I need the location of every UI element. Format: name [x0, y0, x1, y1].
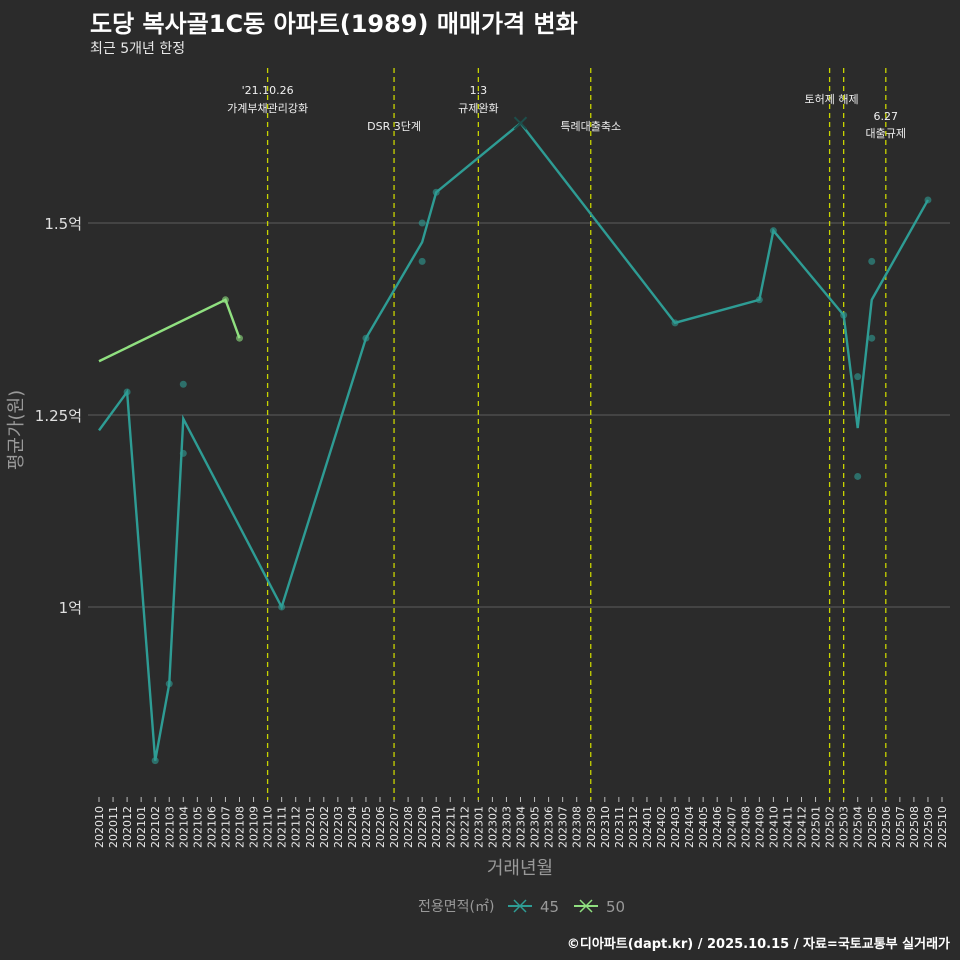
x-tick-label: 202211	[444, 806, 457, 848]
x-tick-label: 202507	[894, 806, 907, 848]
data-point-45	[868, 257, 876, 265]
x-tick-label: 202209	[416, 806, 429, 848]
max-marker-icon	[513, 116, 528, 130]
event-label: 규제완화	[458, 102, 498, 115]
x-tick-label: 202410	[767, 806, 780, 848]
x-tick-label: 202210	[430, 806, 443, 848]
x-tick-label: 202306	[543, 806, 556, 848]
x-tick-label: 202203	[332, 806, 345, 848]
y-axis-title: 평균가(원)	[6, 390, 27, 470]
y-tick-label: 1억	[59, 599, 82, 617]
x-tick-label: 202205	[360, 806, 373, 848]
x-tick-label: 202412	[796, 806, 809, 848]
x-tick-label: 202411	[781, 806, 794, 848]
x-tick-label: 202505	[866, 806, 879, 848]
x-tick-label: 202212	[458, 806, 471, 848]
event-label: 가계부채관리강화	[227, 102, 308, 115]
x-tick-label: 202508	[908, 806, 921, 848]
series-line-45	[98, 121, 929, 761]
x-tick-label: 202301	[472, 806, 485, 848]
event-label: '21.10.26	[242, 84, 294, 97]
series-line-50	[98, 298, 241, 363]
x-tick-label: 202307	[557, 806, 570, 848]
x-tick-label: 202303	[500, 806, 513, 848]
event-label: 대출규제	[866, 127, 906, 140]
x-tick-label: 202105	[191, 806, 204, 848]
x-tick-label: 202501	[810, 806, 823, 848]
x-tick-label: 202404	[683, 806, 696, 848]
x-tick-label: 202305	[529, 806, 542, 848]
data-point-45	[854, 472, 862, 480]
x-tick-label: 202206	[374, 806, 387, 848]
y-tick-label: 1.25억	[35, 407, 82, 425]
legend-cross-icon	[513, 899, 527, 913]
x-tick-label: 202010	[93, 806, 106, 848]
x-tick-label: 202104	[177, 806, 190, 848]
data-point-45	[418, 257, 426, 265]
x-tick-label: 202108	[234, 806, 247, 848]
x-tick-label: 202101	[135, 806, 148, 848]
event-label: DSR 3단계	[367, 120, 421, 133]
x-tick-label: 202308	[571, 806, 584, 848]
x-tick-label: 202103	[163, 806, 176, 848]
legend-label: 45	[540, 898, 559, 916]
x-tick-label: 202311	[613, 806, 626, 848]
x-tick-label: 202112	[290, 806, 303, 848]
x-tick-label: 202405	[697, 806, 710, 848]
x-axis-title: 거래년월	[487, 858, 553, 879]
x-tick-label: 202102	[149, 806, 162, 848]
x-tick-label: 202401	[641, 806, 654, 848]
x-tick-label: 202502	[824, 806, 837, 848]
x-tick-label: 202302	[486, 806, 499, 848]
x-tick-label: 202107	[219, 806, 232, 848]
data-point-45	[418, 219, 426, 227]
event-label: 1.3	[470, 84, 488, 97]
data-point-45	[854, 373, 862, 381]
x-tick-label: 202111	[276, 806, 289, 848]
legend-label: 50	[606, 898, 625, 916]
chart-subtitle: 최근 5개년 한정	[90, 41, 186, 57]
x-tick-label: 202509	[922, 806, 935, 848]
legend-cross-icon	[579, 899, 593, 913]
x-tick-label: 202408	[739, 806, 752, 848]
x-tick-label: 202310	[599, 806, 612, 848]
x-tick-label: 202011	[107, 806, 120, 848]
x-tick-label: 202406	[711, 806, 724, 848]
event-label: 6.27	[874, 110, 899, 123]
legend-title: 전용면적(㎡)	[418, 899, 494, 915]
data-point-45	[868, 334, 876, 342]
x-tick-label: 202202	[318, 806, 331, 848]
x-tick-label: 202110	[262, 806, 275, 848]
x-tick-label: 202201	[304, 806, 317, 848]
x-tick-label: 202208	[402, 806, 415, 848]
source-caption: ©디아파트(dapt.kr) / 2025.10.15 / 자료=국토교통부 실…	[566, 937, 950, 952]
chart-title: 도당 복사골1C동 아파트(1989) 매매가격 변화	[90, 10, 578, 38]
x-tick-label: 202503	[838, 806, 851, 848]
event-label: 특례대출축소	[560, 120, 621, 133]
data-point-45	[179, 380, 187, 388]
event-label: 토허제 해제	[805, 92, 859, 106]
x-tick-label: 202403	[669, 806, 682, 848]
x-tick-label: 202309	[585, 806, 598, 848]
x-tick-label: 202407	[725, 806, 738, 848]
y-tick-label: 1.5억	[44, 215, 82, 233]
x-tick-label: 202409	[753, 806, 766, 848]
x-tick-label: 202304	[515, 806, 528, 848]
x-tick-label: 202506	[880, 806, 893, 848]
x-tick-label: 202510	[936, 806, 949, 848]
legend-item-45: 45	[508, 898, 559, 916]
x-tick-label: 202504	[852, 806, 865, 848]
x-tick-label: 202312	[627, 806, 640, 848]
x-tick-label: 202402	[655, 806, 668, 848]
x-tick-label: 202012	[121, 806, 134, 848]
x-tick-label: 202109	[248, 806, 261, 848]
legend-item-50: 50	[574, 898, 625, 916]
x-tick-label: 202204	[346, 806, 359, 848]
x-tick-label: 202106	[205, 806, 218, 848]
x-tick-label: 202207	[388, 806, 401, 848]
